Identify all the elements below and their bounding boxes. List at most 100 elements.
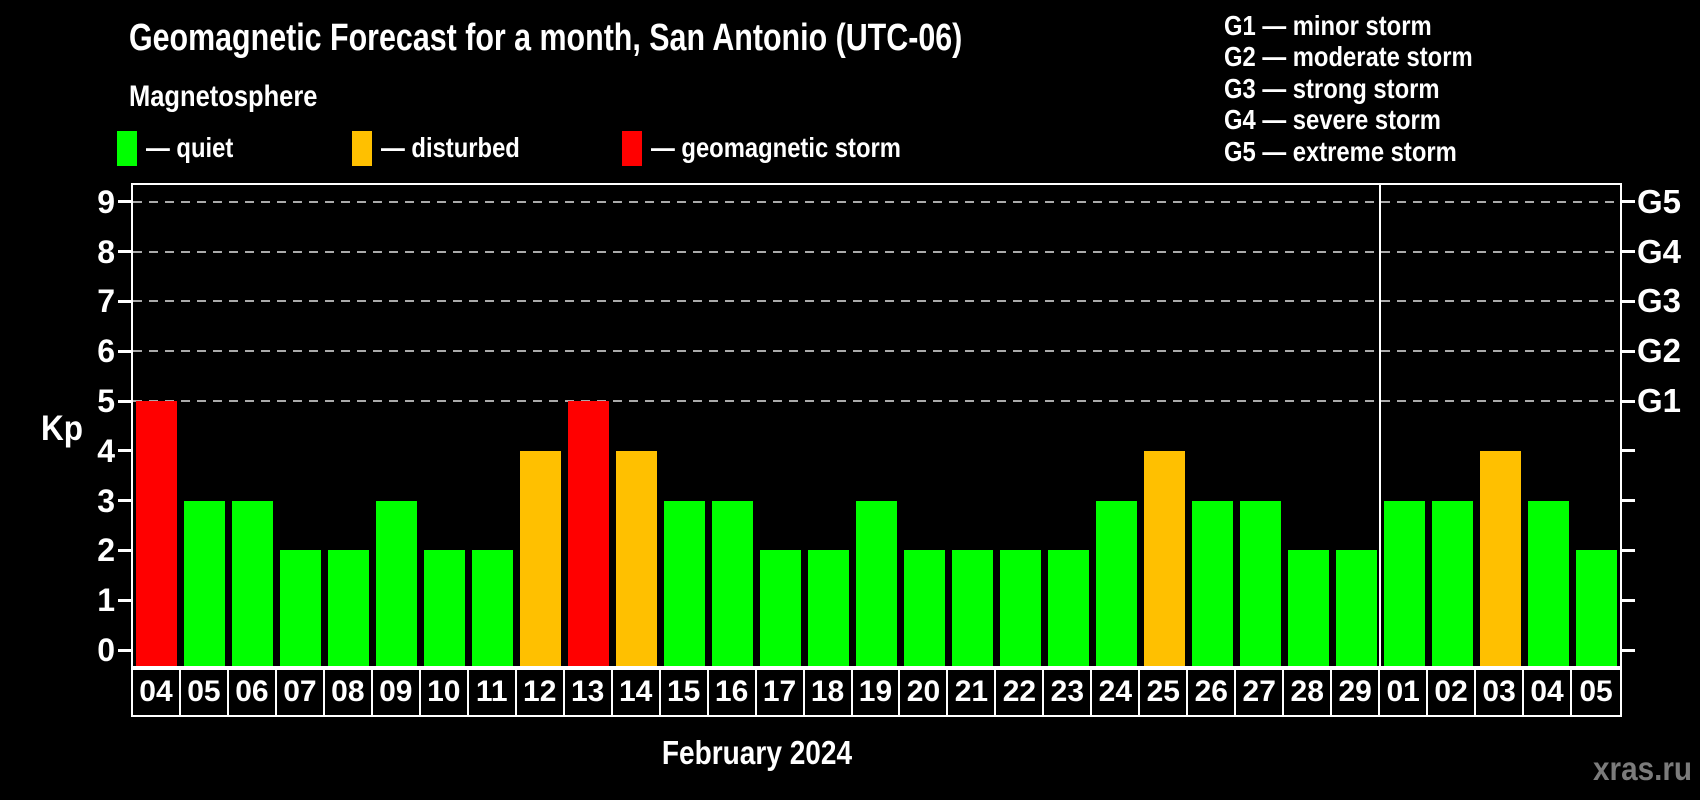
day-label-12: 12 <box>516 670 565 715</box>
kp-bar-day-24 <box>1095 500 1137 666</box>
day-label-19: 19 <box>852 670 901 715</box>
y-axis-tick-right-4 <box>1622 449 1635 453</box>
day-label-05: 05 <box>1572 670 1620 715</box>
g-legend-line-g2: G2 — moderate storm <box>1224 41 1473 73</box>
right-axis-label-g1: G1 <box>1637 382 1682 419</box>
day-label-06: 06 <box>228 670 277 715</box>
day-label-28: 28 <box>1284 670 1333 715</box>
day-label-15: 15 <box>660 670 709 715</box>
legend-item-storm: — geomagnetic storm <box>622 127 945 169</box>
legend-label-storm: — geomagnetic storm <box>651 132 901 163</box>
x-axis-month-label: February 2024 <box>661 734 853 771</box>
kp-bar-day-17 <box>760 550 802 666</box>
kp-bar-day-02 <box>1431 500 1473 666</box>
day-label-17: 17 <box>756 670 805 715</box>
g-legend-line-g1: G1 — minor storm <box>1224 10 1432 41</box>
day-label-13: 13 <box>564 670 613 715</box>
y-axis-tick-right-7 <box>1622 299 1635 303</box>
day-label-03: 03 <box>1476 670 1525 715</box>
day-label-21: 21 <box>948 670 997 715</box>
day-label-09: 09 <box>372 670 421 715</box>
day-label-02: 02 <box>1428 670 1477 715</box>
y-axis-tick-left-2 <box>118 548 131 552</box>
legend-label-disturbed: — disturbed <box>381 132 520 163</box>
kp-bar-day-05 <box>184 500 226 666</box>
gridline-kp-5 <box>133 400 1620 402</box>
y-axis-tick-label-7: 7 <box>97 283 115 320</box>
kp-bar-day-09 <box>376 500 418 666</box>
kp-bar-day-19 <box>856 500 897 666</box>
kp-bar-day-05 <box>1575 550 1617 666</box>
y-axis-tick-label-5: 5 <box>97 383 115 419</box>
kp-bar-day-18 <box>808 550 850 666</box>
y-axis-tick-left-5 <box>118 399 131 403</box>
g-legend-line-g4: G4 — severe storm <box>1224 104 1441 136</box>
kp-bar-day-21 <box>951 550 993 666</box>
g-legend-line-g3: G3 — strong storm <box>1224 72 1440 104</box>
g-legend-line-g5: G5 — extreme storm <box>1224 135 1457 167</box>
day-label-16: 16 <box>708 670 757 715</box>
gridline-kp-6 <box>133 350 1620 353</box>
day-label-05: 05 <box>180 670 229 715</box>
day-label-22: 22 <box>996 670 1045 715</box>
kp-bar-day-03 <box>1479 450 1521 666</box>
day-label-04: 04 <box>1524 670 1573 715</box>
y-axis-tick-left-8 <box>118 250 131 254</box>
kp-bar-day-16 <box>712 500 754 666</box>
watermark: xras.ru <box>1592 750 1692 787</box>
y-axis-label: Kp <box>41 409 83 448</box>
kp-bar-day-28 <box>1287 550 1329 666</box>
kp-bar-day-25 <box>1143 450 1185 666</box>
y-axis-tick-right-9 <box>1622 200 1635 204</box>
right-axis-label-g4: G4 <box>1637 232 1682 270</box>
g-scale-legend: G1 — minor storm G2 — moderate storm G3 … <box>1224 10 1473 167</box>
chart-title: Geomagnetic Forecast for a month, San An… <box>129 17 963 59</box>
legend-item-quiet: — quiet <box>117 127 249 169</box>
y-axis-tick-label-4: 4 <box>97 432 115 469</box>
kp-bar-day-27 <box>1239 500 1281 666</box>
legend-item-disturbed: — disturbed <box>352 127 544 169</box>
y-axis-tick-right-8 <box>1622 250 1635 254</box>
right-axis-label-g3: G3 <box>1637 282 1682 320</box>
day-label-07: 07 <box>276 670 325 715</box>
y-axis-tick-left-1 <box>118 598 131 602</box>
y-axis-tick-left-7 <box>118 299 131 303</box>
day-label-10: 10 <box>420 670 469 715</box>
month-divider-line <box>1378 185 1382 666</box>
kp-bar-day-20 <box>903 550 945 666</box>
right-axis-label-g2: G2 <box>1637 332 1682 370</box>
day-label-14: 14 <box>612 670 661 715</box>
y-axis-tick-right-5 <box>1622 399 1635 403</box>
y-axis-tick-label-9: 9 <box>97 183 115 220</box>
day-label-27: 27 <box>1236 670 1285 715</box>
day-label-29: 29 <box>1332 670 1381 715</box>
kp-bar-day-12 <box>520 450 562 666</box>
y-axis-tick-right-1 <box>1622 598 1635 602</box>
day-label-20: 20 <box>900 670 949 715</box>
kp-bar-day-04 <box>136 401 178 666</box>
disturbed-color-swatch <box>352 130 372 166</box>
kp-bar-day-06 <box>232 500 274 666</box>
chart-subtitle: Magnetosphere <box>129 80 318 113</box>
y-axis-tick-left-4 <box>118 449 131 453</box>
y-axis-tick-left-3 <box>118 499 131 503</box>
gridline-kp-9 <box>133 200 1620 203</box>
y-axis-tick-label-0: 0 <box>97 632 115 668</box>
right-axis-label-g5: G5 <box>1637 182 1682 220</box>
x-axis-day-labels-row: 04 05 06 07 08 09 10 11 12 13 14 15 16 17 18 19 20 21 22 23… <box>131 668 1622 717</box>
storm-color-swatch <box>622 130 642 166</box>
y-axis-tick-label-8: 8 <box>97 233 115 270</box>
kp-bar-day-08 <box>328 550 370 666</box>
kp-bar-day-01 <box>1383 500 1425 666</box>
kp-bar-day-11 <box>472 550 514 666</box>
legend-label-quiet: — quiet <box>146 132 234 163</box>
day-label-18: 18 <box>804 670 853 715</box>
y-axis-tick-left-6 <box>118 349 131 353</box>
kp-bar-day-10 <box>424 550 466 666</box>
kp-bar-day-22 <box>999 550 1041 666</box>
y-axis-tick-right-6 <box>1622 349 1635 353</box>
day-label-24: 24 <box>1092 670 1141 715</box>
gridline-kp-7 <box>133 300 1620 303</box>
y-axis-tick-right-3 <box>1622 499 1635 503</box>
